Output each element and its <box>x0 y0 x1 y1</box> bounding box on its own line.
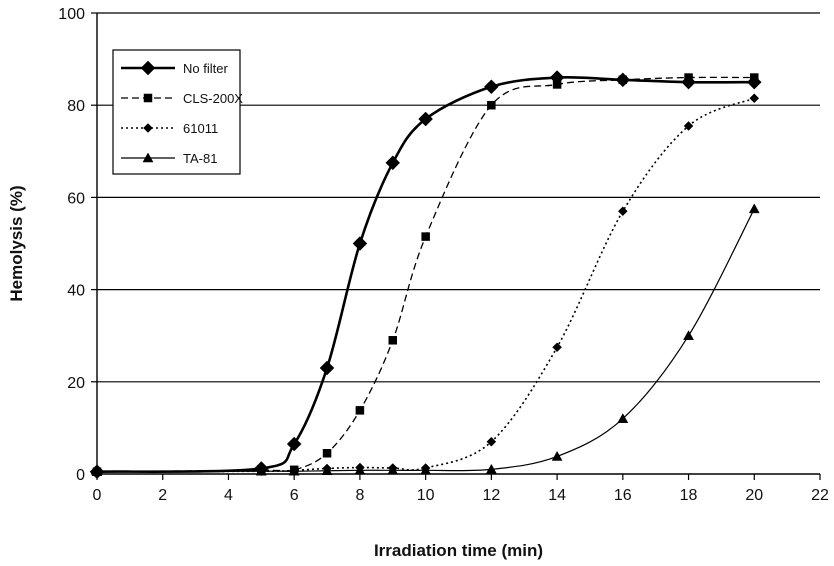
tick-labels: 0 20 40 60 80 100 0 2 4 6 8 10 12 14 16 18 20 22 <box>58 6 829 504</box>
data-point-3-4 <box>354 464 366 475</box>
x-tick-label: 22 <box>811 487 829 504</box>
x-tick-label: 14 <box>548 487 566 504</box>
data-point-3-11 <box>748 203 760 214</box>
data-point-1-7 <box>487 100 496 110</box>
data-point-0-7 <box>484 79 499 95</box>
data-point-3-0 <box>91 466 103 476</box>
x-tick-label: 18 <box>680 487 698 504</box>
data-point-0-4 <box>352 236 368 251</box>
data-point-0-3 <box>319 360 335 376</box>
data-point-1-3 <box>322 449 332 458</box>
legend-box <box>112 49 241 175</box>
data-point-3-6 <box>420 464 432 475</box>
y-tick-label: 80 <box>67 98 85 115</box>
data-point-2-9 <box>617 206 628 217</box>
x-tick-label: 2 <box>158 487 167 504</box>
y-tick-label: 60 <box>67 190 85 207</box>
data-point-1-9 <box>618 75 628 85</box>
y-tick-label: 0 <box>76 467 85 484</box>
legend: No filter CLS-200X 61011 TA-81 <box>112 49 243 175</box>
data-point-2-8 <box>552 342 562 353</box>
data-point-1-5 <box>388 336 398 345</box>
x-tick-label: 6 <box>290 487 299 504</box>
data-point-3-9 <box>617 413 629 423</box>
series-3 <box>91 203 760 476</box>
data-point-legend-0 <box>140 60 156 76</box>
data-point-0-5 <box>385 155 401 171</box>
data-point-1-4 <box>355 406 365 415</box>
data-point-legend-1 <box>143 93 153 103</box>
legend-label: 61011 <box>183 121 218 136</box>
data-point-3-2 <box>288 465 300 476</box>
x-tick-label: 16 <box>614 487 632 504</box>
series-line <box>96 208 755 473</box>
x-axis-title: Irradiation time (min) <box>374 541 543 560</box>
data-point-1-8 <box>552 80 562 89</box>
data-point-1-6 <box>421 232 430 241</box>
y-tick-label: 40 <box>67 283 85 300</box>
x-tick-label: 12 <box>482 487 500 504</box>
legend-label: No filter <box>183 61 228 76</box>
legend-label: CLS-200X <box>183 91 243 106</box>
data-point-3-8 <box>551 450 563 461</box>
data-point-2-11 <box>749 93 760 104</box>
data-point-legend-2 <box>143 123 153 133</box>
data-point-1-11 <box>750 73 759 82</box>
legend-label: TA-81 <box>183 151 217 166</box>
data-point-2-7 <box>486 436 497 447</box>
series-lines <box>89 70 762 480</box>
x-tick-label: 10 <box>417 487 435 504</box>
x-tick-label: 0 <box>93 487 102 504</box>
data-point-3-3 <box>321 465 333 476</box>
y-tick-label: 100 <box>58 6 85 23</box>
data-point-legend-3 <box>142 152 154 163</box>
x-tick-label: 4 <box>224 487 233 504</box>
y-tick-label: 20 <box>67 375 85 392</box>
x-tick-label: 20 <box>745 487 763 504</box>
data-point-3-5 <box>387 464 399 475</box>
data-point-0-6 <box>418 111 433 127</box>
data-point-2-10 <box>683 121 694 131</box>
data-point-0-2 <box>286 436 302 452</box>
x-tick-label: 8 <box>355 487 364 504</box>
data-point-3-7 <box>485 463 497 474</box>
data-point-3-1 <box>255 465 267 476</box>
data-point-1-10 <box>684 73 693 82</box>
y-axis-title: Hemolysis (%) <box>7 185 26 301</box>
data-point-3-10 <box>683 330 694 340</box>
